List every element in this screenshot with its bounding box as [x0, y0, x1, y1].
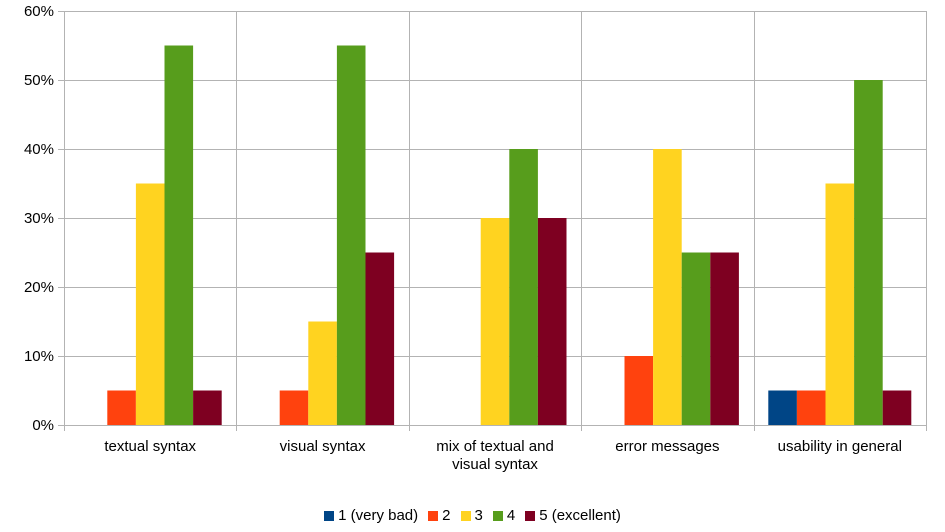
y-tick-label: 30%	[24, 210, 54, 227]
bar	[854, 80, 883, 425]
x-tick-label: visual syntax	[280, 438, 366, 455]
x-axis: textual syntax visual syntax mix of textua…	[104, 438, 902, 473]
bar-chart: 0% 10% 20% 30% 40% 50% 60% textual syntax visua…	[24, 3, 927, 473]
bar	[193, 390, 222, 425]
legend-label: 4	[506, 507, 516, 524]
legend-item: 3	[460, 507, 483, 524]
bar	[308, 321, 337, 425]
bar	[509, 149, 538, 425]
legend-item: 2	[428, 507, 451, 524]
y-tick-label: 60%	[24, 3, 54, 20]
y-tick-label: 50%	[24, 72, 54, 89]
x-tick-label: usability in general	[778, 438, 902, 455]
x-tick-label: error messages	[615, 438, 719, 455]
legend-label: 1 (very bad)	[338, 507, 419, 524]
y-tick-label: 20%	[24, 279, 54, 296]
legend-item: 1 (very bad)	[324, 507, 418, 524]
y-tick-label: 0%	[32, 417, 54, 434]
y-tick-label: 10%	[24, 348, 54, 365]
legend-swatch	[525, 510, 536, 521]
x-tick-label: mix of textual and visual syntax	[436, 438, 554, 473]
bar	[480, 218, 510, 425]
bar	[653, 149, 682, 425]
bar	[135, 183, 165, 425]
bar	[537, 218, 567, 425]
y-tick-label: 40%	[24, 141, 54, 158]
legend-label: 3	[474, 507, 483, 524]
gridlines	[64, 11, 927, 431]
bar	[336, 45, 366, 425]
bar	[279, 390, 309, 425]
bar	[710, 252, 739, 425]
legend-item: 4	[492, 507, 516, 524]
bar	[624, 356, 654, 425]
bar	[768, 390, 797, 425]
bar	[681, 252, 711, 425]
bar	[365, 252, 395, 425]
bar	[107, 390, 136, 425]
bar	[796, 390, 826, 425]
legend-swatch	[428, 510, 439, 521]
bar	[882, 390, 912, 425]
legend-swatch	[460, 510, 471, 521]
bar	[825, 183, 855, 425]
x-tick-label: textual syntax	[104, 438, 196, 455]
legend-label: 2	[442, 507, 451, 524]
y-axis: 0% 10% 20% 30% 40% 50% 60%	[24, 3, 64, 434]
legend: 1 (very bad) 2 3 4 5 (excellent)	[0, 507, 945, 524]
legend-item: 5 (excellent)	[525, 507, 621, 524]
bars	[107, 45, 912, 425]
legend-swatch	[324, 510, 335, 521]
legend-label: 5 (excellent)	[539, 507, 621, 524]
bar	[164, 45, 194, 425]
legend-swatch	[492, 510, 503, 521]
